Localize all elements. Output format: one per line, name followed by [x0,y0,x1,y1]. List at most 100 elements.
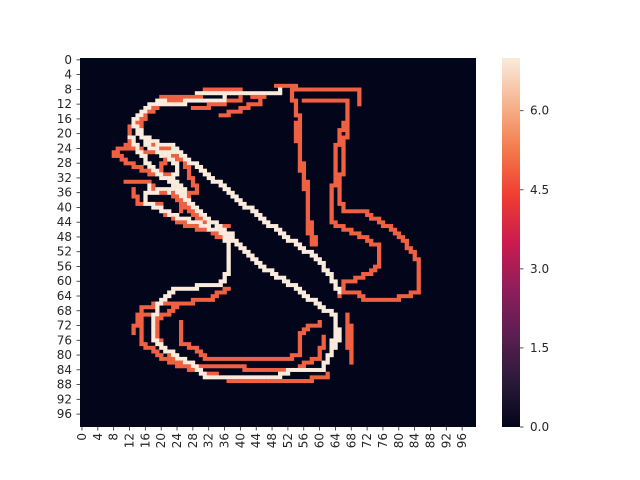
heatmap-cell [234,109,239,114]
heatmap-cell [190,201,196,206]
heatmap-cell [345,113,350,118]
heatmap-cell [293,120,299,125]
heatmap-cell [171,216,176,221]
heatmap-cell [408,249,413,254]
heatmap-cell [198,364,204,369]
heatmap-cell [238,94,243,99]
heatmap-cell [167,176,172,181]
heatmap-cell [262,379,267,384]
heatmap-cell [285,379,291,384]
heatmap-cell [179,338,184,343]
heatmap-cell [175,157,180,162]
heatmap-cell [341,153,346,158]
heatmap-cell [190,224,196,229]
heatmap-cell [222,286,227,291]
heatmap-cell [159,205,164,210]
heatmap-cell [333,183,338,188]
heatmap-cell [119,157,124,162]
heatmap-cells [111,83,421,384]
heatmap-cell [262,220,267,225]
heatmap-cell [182,161,188,166]
heatmap-cell [416,283,421,288]
heatmap-cell [313,297,318,302]
heatmap-cell [202,356,208,361]
heatmap-cell [175,179,180,184]
heatmap-cell [293,238,299,243]
x-axis-ticks: 0 4 8 12 16 20 24 28 32 36 40 44 48 52 56 60 64 68 72 76 80 8… [75,427,469,448]
heatmap-cell [281,83,287,88]
heatmap-cell [222,356,227,361]
heatmap-cell [297,128,303,133]
heatmap-cell [222,224,227,229]
heatmap-cell [416,279,421,284]
heatmap-cell [337,142,342,147]
heatmap-cell [357,294,362,299]
heatmap-cell [365,297,370,302]
heatmap-cell [305,183,310,188]
heatmap-cell [301,360,307,365]
heatmap-cell [143,194,148,199]
heatmap-cell [222,231,227,236]
heatmap-cell [198,367,204,372]
heatmap-cell [194,165,200,169]
heatmap-cell [139,113,144,118]
heatmap-cell [297,349,303,354]
heatmap-cell [234,242,239,247]
heatmap-cell [333,224,338,229]
heatmap-cell [329,194,334,199]
heatmap-cell [301,367,307,372]
heatmap-cell [285,371,291,376]
heatmap-cell [147,305,152,310]
heatmap-cell [258,102,263,107]
heatmap-cell [214,179,219,184]
heatmap-cell [206,105,211,110]
heatmap-cell [167,301,172,306]
heatmap-cell [218,290,223,295]
heatmap-cell [337,128,342,133]
heatmap-cell [194,212,200,217]
heatmap-cell [131,327,136,332]
heatmap-cell [345,117,350,122]
heatmap-cell [190,190,196,195]
x-tick-label: 68 [344,433,358,448]
heatmap-cell [333,142,338,147]
heatmap-cell [159,165,164,169]
heatmap-cell [254,91,259,96]
heatmap-cell [392,297,398,302]
heatmap-cell [278,91,283,96]
heatmap-cell [369,268,374,273]
x-tick-label: 72 [360,433,374,448]
heatmap-cell [171,301,176,306]
heatmap-cell [297,342,303,347]
heatmap-cell [349,342,354,347]
heatmap-cell [194,286,200,291]
heatmap-cell [349,345,354,350]
heatmap-cell [175,165,180,169]
heatmap-cell [159,312,164,317]
heatmap-cell [222,275,227,280]
heatmap-cell [151,168,156,173]
heatmap-cell [301,249,307,254]
heatmap-cell [297,117,303,122]
heatmap-cell [163,190,168,195]
heatmap-cell [167,290,172,295]
heatmap-cell [123,146,128,151]
x-tick-label: 92 [439,433,453,448]
heatmap-cell [186,220,192,225]
heatmap-cell [317,319,322,324]
heatmap-cell [159,168,164,173]
heatmap-cell [147,190,152,195]
heatmap-cell [325,360,330,365]
heatmap-cell [384,297,390,302]
heatmap-cell [254,375,259,380]
heatmap-cell [238,105,243,110]
heatmap-cell [246,105,251,110]
heatmap-cell [341,161,346,166]
heatmap-cell [293,87,299,92]
heatmap-cell [281,275,287,280]
y-tick-label: 16 [57,112,72,126]
heatmap-cell [329,87,334,92]
heatmap-cell [131,323,136,328]
heatmap-cell [151,338,156,343]
heatmap-cell [155,323,160,328]
